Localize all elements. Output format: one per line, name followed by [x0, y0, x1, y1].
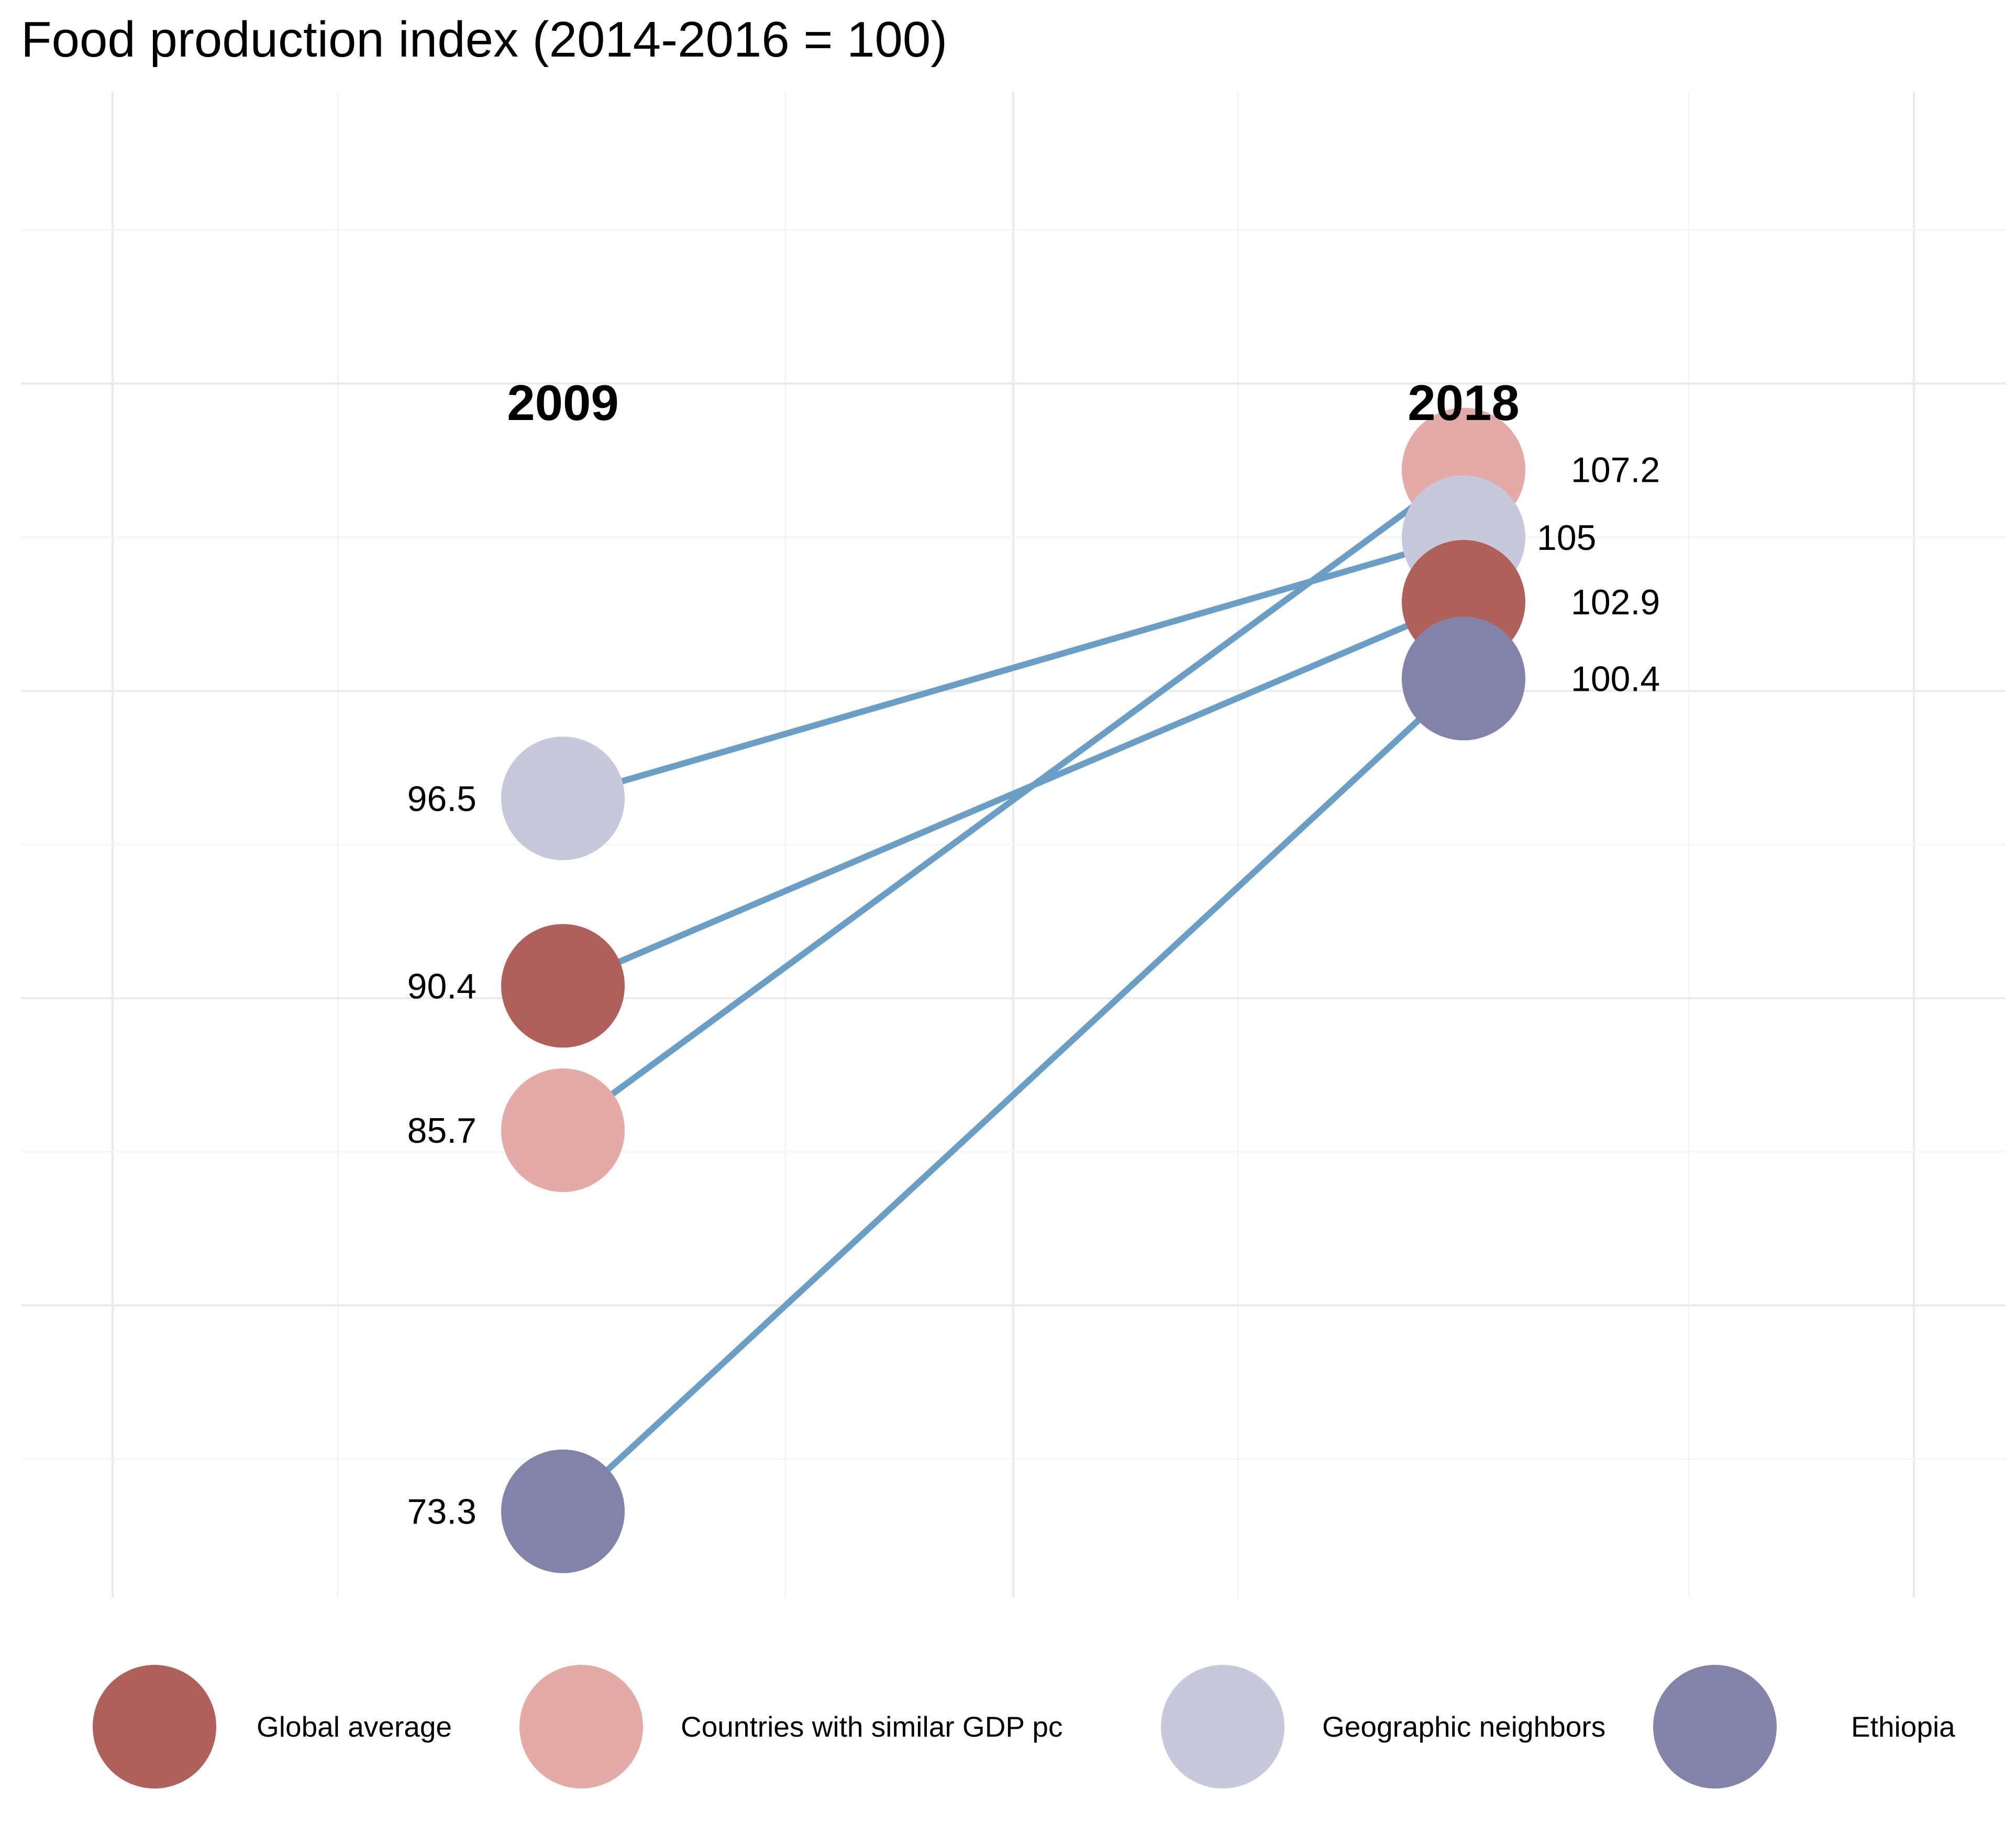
- value-label-2009: 85.7: [407, 1111, 477, 1151]
- chart-title: Food production index (2014-2016 = 100): [21, 12, 947, 68]
- data-points: [501, 407, 1525, 1573]
- legend-label: Ethiopia: [1851, 1710, 1955, 1743]
- value-label-2009: 96.5: [407, 779, 477, 819]
- legend: Global average Countries with similar GDP…: [93, 1665, 1955, 1788]
- legend-swatch: [93, 1665, 216, 1788]
- data-point: [501, 924, 625, 1048]
- column-label-2018: 2018: [1408, 375, 1520, 431]
- column-labels: 2009 2018: [507, 375, 1520, 431]
- slope-line: [560, 676, 1466, 1514]
- slope-line: [561, 599, 1465, 989]
- data-point: [501, 1449, 625, 1573]
- slope-line: [562, 534, 1465, 802]
- value-label-2018: 100.4: [1571, 659, 1660, 699]
- legend-swatch: [1161, 1665, 1284, 1788]
- value-label-2009: 73.3: [407, 1492, 477, 1532]
- data-point: [501, 1068, 625, 1192]
- legend-label: Geographic neighbors: [1322, 1710, 1605, 1743]
- slope-lines: [560, 467, 1466, 1514]
- grid-lines: [21, 92, 2006, 1597]
- value-labels: 90.4 102.9 85.7 107.2 96.5 105 73.3 100.4: [407, 450, 1660, 1532]
- value-label-2018: 102.9: [1571, 582, 1660, 622]
- data-point: [501, 736, 625, 860]
- value-label-2018: 105: [1537, 518, 1596, 558]
- legend-swatch: [1653, 1665, 1777, 1788]
- data-point: [1402, 616, 1525, 741]
- column-label-2009: 2009: [507, 375, 619, 431]
- value-label-2018: 107.2: [1571, 450, 1660, 490]
- legend-label: Countries with similar GDP pc: [681, 1710, 1062, 1743]
- value-label-2009: 90.4: [407, 966, 477, 1006]
- legend-label: Global average: [257, 1710, 452, 1743]
- legend-swatch: [519, 1665, 643, 1788]
